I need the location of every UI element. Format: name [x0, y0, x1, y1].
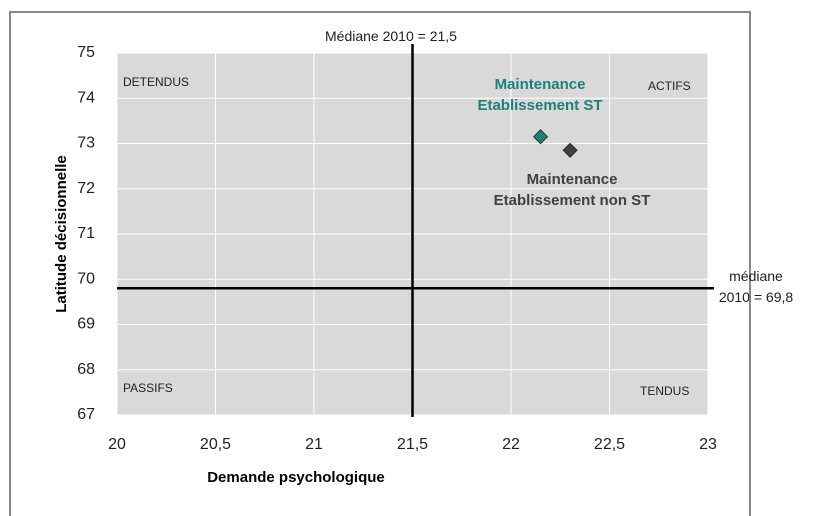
y-tick-label: 68 [77, 361, 95, 378]
x-tick-label: 23 [699, 436, 717, 453]
y-tick-label: 71 [77, 225, 95, 242]
series-label: Maintenance Etablissement ST [477, 76, 603, 114]
y-tick-label: 73 [77, 135, 95, 152]
scatter-point [562, 142, 578, 158]
quadrant-label: ACTIFS [648, 79, 691, 93]
y-tick-label: 70 [77, 270, 95, 287]
quadrant-label: TENDUS [640, 384, 690, 398]
quadrant-label: DETENDUS [123, 75, 190, 89]
y-tick-label: 69 [77, 316, 95, 333]
median-x-label: Médiane 2010 = 21,5 [325, 28, 457, 44]
x-tick-label: 22 [502, 436, 520, 453]
scatter-point [532, 129, 549, 145]
x-tick-label: 20,5 [200, 436, 231, 453]
x-tick-label: 22,5 [594, 436, 625, 453]
x-axis-title: Demande psychologique [207, 469, 385, 486]
y-tick-label: 67 [77, 406, 95, 423]
median-y-label: médiane 2010 = 69,8 [718, 268, 794, 305]
quadrant-label: PASSIFS [123, 381, 173, 395]
x-tick-label: 21 [305, 436, 323, 453]
y-tick-label: 72 [77, 180, 95, 197]
y-tick-label: 74 [77, 89, 95, 106]
y-tick-label: 75 [77, 44, 95, 61]
series-label: Maintenance Etablissement non ST [493, 171, 651, 209]
y-axis-title: Latitude décisionnelle [53, 155, 70, 313]
x-tick-label: 21,5 [397, 436, 428, 453]
x-tick-label: 20 [108, 436, 126, 453]
